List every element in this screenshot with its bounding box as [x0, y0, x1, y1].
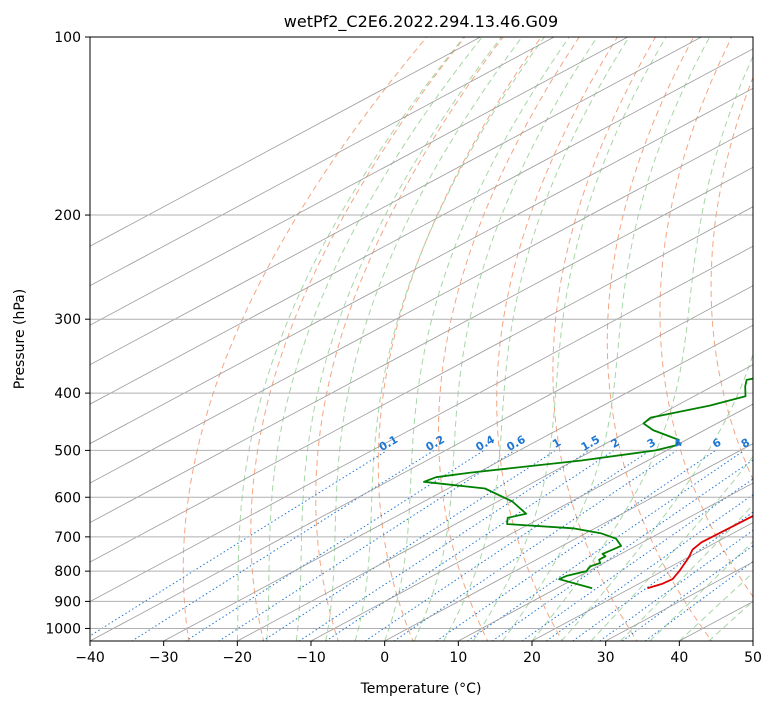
- isotherm-0: [383, 443, 753, 641]
- isotherm--120: [90, 37, 629, 326]
- mixing-ratio-line-3: [218, 449, 516, 641]
- isotherm--90: [90, 87, 753, 445]
- mixing-ratio-label: 10: [758, 434, 775, 453]
- y-axis-title: Pressure (hPa): [12, 289, 28, 389]
- isotherm--140: [90, 37, 482, 247]
- dry-adiabat-0: [182, 37, 428, 641]
- x-tick-label: −40: [75, 650, 105, 666]
- isotherm-label: 30: [770, 538, 775, 558]
- moist-adiabat-3: [325, 37, 523, 641]
- isotherm-label: -10: [769, 378, 775, 402]
- moist-adiabat-4: [354, 37, 545, 641]
- isotherm-label: -30: [769, 299, 775, 323]
- x-axis-ticks: −40 −30 −20 −10 0 10 20 30 40 50: [75, 641, 762, 666]
- dry-adiabat-10: [761, 37, 775, 653]
- moist-adiabat-9: [502, 37, 711, 641]
- y-tick-label: 500: [54, 443, 81, 459]
- isotherm--110: [90, 37, 703, 366]
- dry-adiabat-7: [606, 37, 713, 641]
- isotherm-label: -70: [769, 141, 775, 165]
- isotherm-label: 10: [770, 459, 775, 479]
- isotherm--30: [162, 324, 753, 641]
- mixing-ratio-line-13: [545, 494, 753, 641]
- y-tick-label: 600: [54, 490, 81, 506]
- isotherm--60: [90, 206, 753, 563]
- plot-frame: [89, 36, 754, 642]
- dry-adiabat-2: [315, 37, 504, 641]
- isotherm-label: -40: [769, 260, 775, 284]
- isotherm-label: -60: [769, 181, 775, 205]
- isotherm--50: [90, 245, 753, 602]
- x-tick-label: 20: [523, 650, 541, 666]
- mixing-ratio-line-0: [90, 449, 388, 637]
- isotherm--130: [90, 37, 555, 287]
- isotherm-10: [457, 482, 753, 641]
- x-tick-label: 40: [670, 650, 688, 666]
- x-tick-label: −10: [296, 650, 326, 666]
- y-tick-label: 300: [54, 312, 81, 328]
- x-tick-label: 50: [744, 650, 762, 666]
- x-tick-label: −20: [223, 650, 253, 666]
- isotherm-label: -100: [767, 20, 775, 50]
- x-tick-label: −30: [149, 650, 179, 666]
- isotherm-label: -90: [769, 62, 775, 86]
- dry-adiabat-1: [250, 37, 466, 641]
- pressure-gridlines: [90, 37, 753, 629]
- moist-adiabat-2: [295, 37, 502, 641]
- x-axis-title: Temperature (°C): [360, 681, 482, 697]
- moist-adiabat-8: [472, 37, 667, 641]
- x-tick-label: 0: [380, 650, 389, 666]
- mixing-ratio-line-8: [393, 449, 678, 641]
- isotherm--100: [90, 48, 753, 405]
- mixing-ratio-line-16: [621, 545, 753, 641]
- y-tick-label: 800: [54, 564, 81, 580]
- moist-adiabat-11: [561, 352, 753, 641]
- y-axis-ticks: 100 200 300 400 500 600 700 800 900 1000: [45, 30, 90, 637]
- plot-background: [90, 37, 753, 641]
- isotherm--70: [90, 166, 753, 524]
- moist-adiabat-0: [236, 37, 465, 641]
- isotherm-label: 20: [770, 498, 775, 518]
- mixing-ratio-line-14: [571, 511, 753, 641]
- moist-adiabat-5: [384, 37, 570, 641]
- mixing-ratio-line-7: [364, 449, 651, 641]
- isotherm--40: [90, 285, 753, 641]
- isotherm-label: -20: [769, 339, 775, 363]
- y-tick-label: 100: [54, 30, 81, 46]
- isotherm--20: [236, 364, 753, 641]
- moist-adiabat-14: [649, 540, 753, 641]
- mixing-ratio-line-1: [131, 449, 435, 641]
- y-tick-label: 900: [54, 594, 81, 610]
- y-tick-label: 1000: [45, 621, 81, 637]
- isotherm--10: [310, 403, 753, 641]
- moist-adiabats: [236, 37, 753, 641]
- isotherm-label: 40: [770, 577, 775, 597]
- x-tick-label: 10: [449, 650, 467, 666]
- moist-adiabat-1: [266, 37, 483, 641]
- moist-adiabat-15: [678, 572, 753, 641]
- series-line-dewpoint: [423, 377, 753, 590]
- moist-adiabat-10: [531, 55, 753, 641]
- isotherm-label: -50: [769, 220, 775, 244]
- mixing-ratio-line-12: [521, 478, 753, 641]
- isotherm-label: -80: [769, 102, 775, 126]
- isotherm--80: [90, 127, 753, 484]
- isotherm-20: [531, 522, 753, 641]
- mixing-ratio-line-2: [184, 449, 485, 641]
- profile-series: [423, 377, 753, 590]
- series-line-temperature: [647, 515, 753, 590]
- mixing-ratio-line-4: [261, 449, 556, 641]
- y-tick-label: 700: [54, 530, 81, 546]
- x-tick-label: 30: [597, 650, 615, 666]
- skewed-isotherms: [90, 37, 753, 641]
- moist-adiabat-7: [443, 37, 630, 641]
- chart-title: wetPf2_C2E6.2022.294.13.46.G09: [284, 12, 558, 32]
- mixing-ratio-line-15: [599, 529, 753, 641]
- y-tick-label: 400: [54, 386, 81, 402]
- y-tick-label: 200: [54, 208, 81, 224]
